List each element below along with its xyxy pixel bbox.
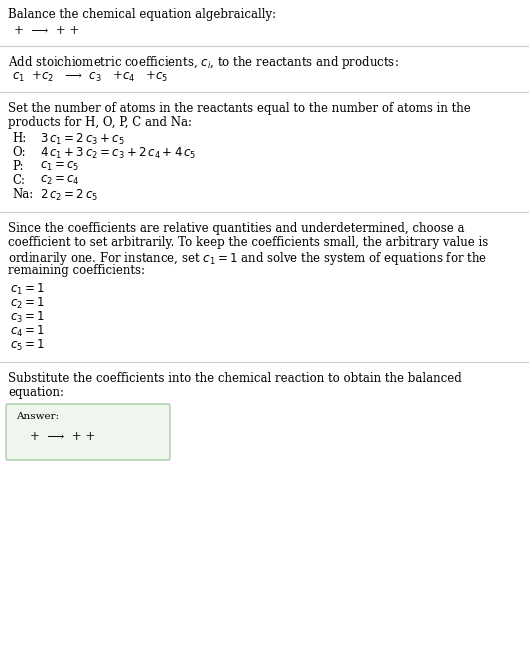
Text: $c_4 = 1$: $c_4 = 1$	[10, 324, 45, 339]
Text: $c_1$  +$c_2$   ⟶  $c_3$   +$c_4$   +$c_5$: $c_1$ +$c_2$ ⟶ $c_3$ +$c_4$ +$c_5$	[12, 70, 168, 84]
Text: Set the number of atoms in the reactants equal to the number of atoms in the: Set the number of atoms in the reactants…	[8, 102, 471, 115]
Text: $c_3 = 1$: $c_3 = 1$	[10, 310, 45, 325]
Text: $c_2 = c_4$: $c_2 = c_4$	[40, 174, 80, 187]
Text: Na:: Na:	[12, 188, 33, 201]
Text: $c_2 = 1$: $c_2 = 1$	[10, 296, 45, 311]
FancyBboxPatch shape	[6, 404, 170, 460]
Text: remaining coefficients:: remaining coefficients:	[8, 264, 145, 277]
Text: $2\,c_2 = 2\,c_5$: $2\,c_2 = 2\,c_5$	[40, 188, 98, 203]
Text: P:: P:	[12, 160, 23, 173]
Text: ordinarily one. For instance, set $c_1 = 1$ and solve the system of equations fo: ordinarily one. For instance, set $c_1 =…	[8, 250, 487, 267]
Text: +  ⟶  + +: + ⟶ + +	[14, 24, 79, 37]
Text: products for H, O, P, C and Na:: products for H, O, P, C and Na:	[8, 116, 192, 129]
Text: equation:: equation:	[8, 386, 64, 399]
Text: Answer:: Answer:	[16, 412, 59, 421]
Text: Substitute the coefficients into the chemical reaction to obtain the balanced: Substitute the coefficients into the che…	[8, 372, 462, 385]
Text: Add stoichiometric coefficients, $c_i$, to the reactants and products:: Add stoichiometric coefficients, $c_i$, …	[8, 54, 399, 71]
Text: $3\,c_1 = 2\,c_3 + c_5$: $3\,c_1 = 2\,c_3 + c_5$	[40, 132, 125, 147]
Text: coefficient to set arbitrarily. To keep the coefficients small, the arbitrary va: coefficient to set arbitrarily. To keep …	[8, 236, 488, 249]
Text: Since the coefficients are relative quantities and underdetermined, choose a: Since the coefficients are relative quan…	[8, 222, 464, 235]
Text: $4\,c_1 + 3\,c_2 = c_3 + 2\,c_4 + 4\,c_5$: $4\,c_1 + 3\,c_2 = c_3 + 2\,c_4 + 4\,c_5…	[40, 146, 196, 161]
Text: $c_1 = 1$: $c_1 = 1$	[10, 282, 45, 297]
Text: C:: C:	[12, 174, 25, 187]
Text: $c_5 = 1$: $c_5 = 1$	[10, 338, 45, 353]
Text: +  ⟶  + +: + ⟶ + +	[30, 430, 95, 443]
Text: O:: O:	[12, 146, 25, 159]
Text: H:: H:	[12, 132, 26, 145]
Text: $c_1 = c_5$: $c_1 = c_5$	[40, 160, 79, 173]
Text: Balance the chemical equation algebraically:: Balance the chemical equation algebraica…	[8, 8, 276, 21]
